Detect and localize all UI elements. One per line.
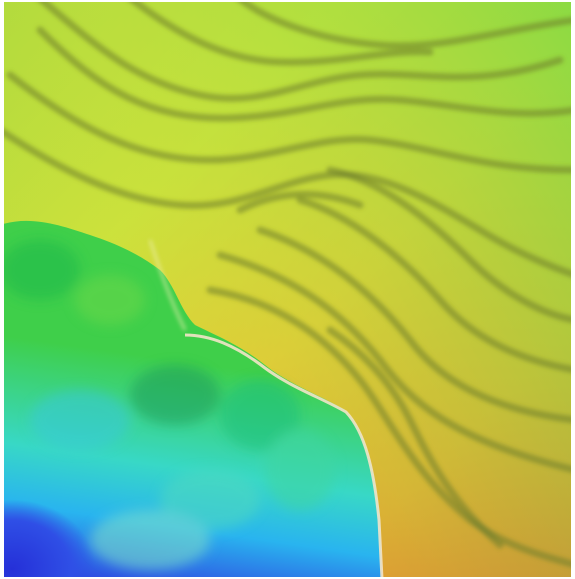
lowland-texture <box>4 240 335 570</box>
escarpment-edge <box>184 333 384 577</box>
contour-lines <box>4 2 571 568</box>
